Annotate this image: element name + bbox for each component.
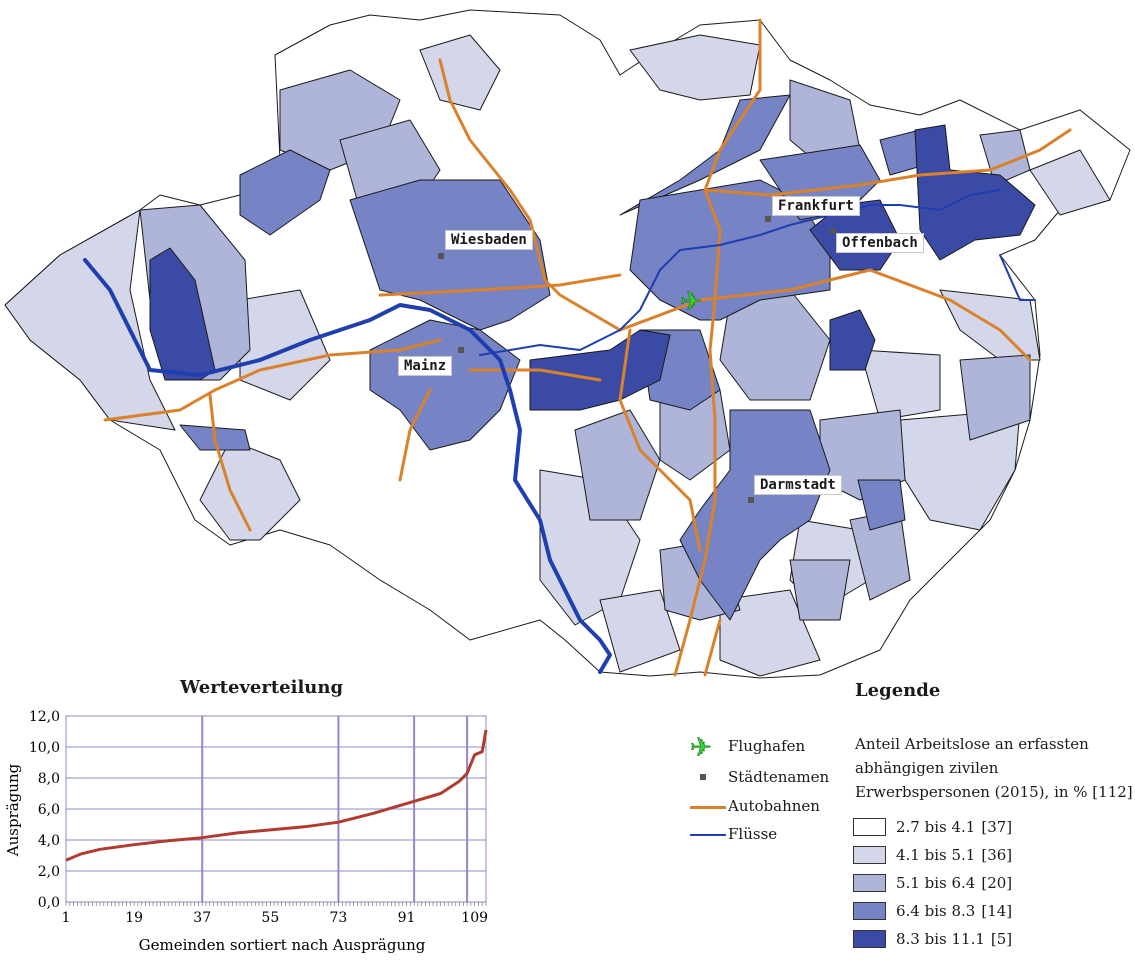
- legend-class-row: 5.1 bis 6.4 [20]: [853, 873, 1012, 893]
- x-tick-labels: 1 19 37 55 73 91 109: [62, 910, 488, 926]
- y-tick-label: 4,0: [38, 833, 60, 849]
- class-count: [20]: [981, 874, 1013, 892]
- legend-key-label: Flughafen: [728, 737, 806, 755]
- legend-class-row: 4.1 bis 5.1 [36]: [853, 845, 1012, 865]
- city-marker-icon: [765, 216, 771, 222]
- class-count: [5]: [990, 930, 1013, 948]
- x-tick-label: 73: [330, 910, 348, 926]
- class-count: [14]: [981, 902, 1013, 920]
- class-range: 5.1 bis 6.4: [896, 874, 976, 892]
- airplane-icon: ✈: [690, 733, 712, 764]
- region-class2: [859, 349, 941, 421]
- highway-line-icon: [690, 806, 726, 809]
- river-line-icon: [690, 834, 726, 836]
- region-class3: [959, 354, 1031, 441]
- class-count: [36]: [981, 846, 1013, 864]
- distribution-line: [65, 729, 488, 862]
- region-class2: [719, 589, 821, 677]
- y-tick-label: 2,0: [38, 864, 60, 880]
- legend-class-row: 2.7 bis 4.1 [37]: [853, 817, 1012, 837]
- city-marker-icon: [458, 347, 464, 353]
- river-network: [83, 189, 1036, 674]
- city-label-frankfurt: Frankfurt: [772, 196, 860, 216]
- city-marker-icon: [438, 253, 444, 259]
- region-class3: [789, 559, 851, 621]
- class-swatch: [853, 818, 886, 836]
- class-range: 8.3 bis 11.1: [896, 930, 985, 948]
- y-tick-labels: 0,0 2,0 4,0 6,0 8,0 10,0 12,0: [29, 709, 60, 911]
- region-class2: [199, 439, 301, 541]
- region-class3: [574, 409, 661, 521]
- chart-grid: [66, 715, 486, 903]
- region-class5: [914, 124, 1036, 261]
- region-class2: [1029, 149, 1111, 216]
- city-marker-icon: [748, 497, 754, 503]
- y-tick-label: 6,0: [38, 802, 60, 818]
- y-axis-label: Ausprägung: [4, 763, 22, 857]
- city-label-darmstadt: Darmstadt: [754, 475, 842, 495]
- y-tick-label: 0,0: [38, 895, 60, 911]
- legend-class-row: 8.3 bis 11.1 [5]: [853, 929, 1012, 949]
- region-class2: [599, 589, 681, 673]
- legend-key-label: Städtenamen: [728, 768, 830, 786]
- region-class3: [979, 129, 1031, 186]
- distribution-title: Werteverteilung: [180, 677, 344, 698]
- class-swatch: [853, 846, 886, 864]
- legend-key-label: Flüsse: [728, 825, 778, 843]
- x-tick-label: 91: [398, 910, 416, 926]
- x-tick-label: 19: [125, 910, 143, 926]
- region-class4: [857, 479, 906, 531]
- y-tick-label: 12,0: [29, 709, 60, 725]
- legend-title: Legende: [855, 680, 941, 701]
- class-range: 2.7 bis 4.1: [896, 818, 976, 836]
- city-label-mainz: Mainz: [398, 356, 453, 376]
- class-range: 4.1 bis 5.1: [896, 846, 976, 864]
- region-class4: [239, 149, 331, 236]
- plot-frame: [65, 715, 487, 903]
- legend-key-label: Autobahnen: [728, 797, 820, 815]
- class-swatch: [853, 930, 886, 948]
- class-count: [37]: [981, 818, 1013, 836]
- region-class2: [419, 34, 501, 111]
- x-axis-label: Gemeinden sortiert nach Ausprägung: [139, 936, 426, 954]
- class-swatch: [853, 874, 886, 892]
- legend-class-row: 6.4 bis 8.3 [14]: [853, 901, 1012, 921]
- class-range: 6.4 bis 8.3: [896, 902, 976, 920]
- region-class4: [679, 409, 831, 621]
- region-class5: [829, 309, 876, 371]
- choropleth-map: ✈: [4, 9, 1131, 679]
- city-label-wiesbaden: Wiesbaden: [445, 230, 533, 250]
- region-class4: [369, 319, 521, 451]
- class-break-markers: [201, 716, 469, 902]
- x-tick-label: 55: [261, 910, 279, 926]
- city-label-offenbach: Offenbach: [836, 233, 924, 253]
- class-swatch: [853, 902, 886, 920]
- region-class2: [4, 209, 176, 431]
- x-tick-label: 37: [193, 910, 211, 926]
- x-tick-label: 1: [62, 910, 71, 926]
- y-tick-label: 8,0: [38, 771, 60, 787]
- legend-description: Anteil Arbeitslose an erfassten abhängig…: [855, 735, 1133, 801]
- highway-network: [103, 18, 1072, 677]
- y-tick-label: 10,0: [29, 740, 60, 756]
- x-tick-label: 109: [461, 910, 488, 926]
- city-marker-icon: [700, 774, 706, 780]
- airport-icon: ✈: [680, 287, 702, 317]
- distribution-chart: 0,0 2,0 4,0 6,0 8,0 10,0 12,0 1 19 37 55 73 91 109 A…: [4, 709, 488, 954]
- region-class5: [529, 329, 671, 411]
- region-class2: [629, 34, 761, 101]
- city-marker-icon: [830, 228, 836, 234]
- x-minor-ticks: [65, 902, 487, 906]
